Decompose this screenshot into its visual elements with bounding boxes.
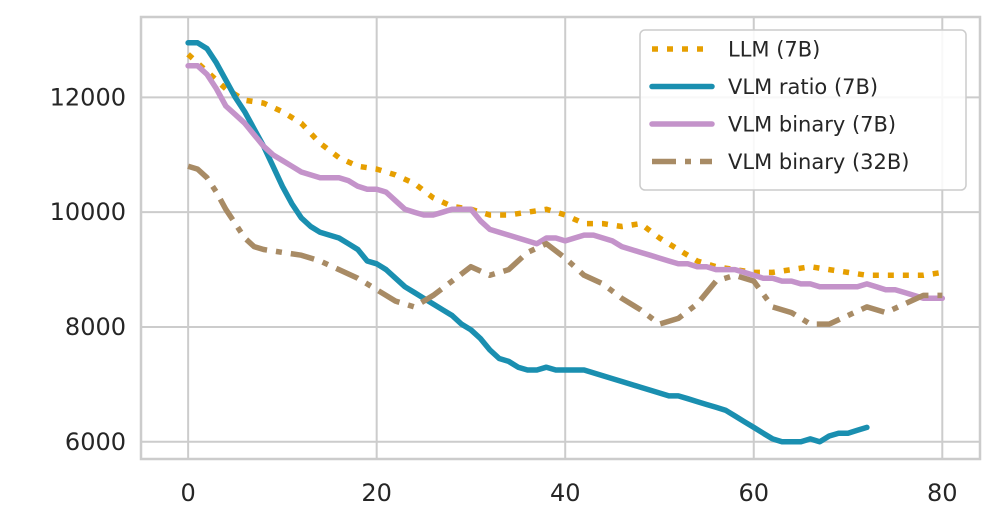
- series-line-vlm-binary-7b: [185, 63, 946, 302]
- series-line-llm-7b: [186, 52, 943, 279]
- y-tick-label: 12000: [50, 83, 126, 111]
- x-tick-label: 20: [361, 479, 392, 507]
- y-tick-label: 10000: [50, 198, 126, 226]
- x-axis-ticks: 0 20 40 60 80: [180, 479, 957, 507]
- legend-label-vlm-ratio-7b: VLM ratio (7B): [728, 75, 878, 99]
- x-tick-label: 80: [927, 479, 958, 507]
- legend: LLM (7B) VLM ratio (7B) VLM binary (7B) VLM…: [639, 29, 967, 191]
- y-axis-ticks: 6000 8000 10000 12000: [50, 83, 126, 455]
- series-line-vlm-ratio-7b: [185, 40, 870, 445]
- legend-label-vlm-binary-32b: VLM binary (32B): [728, 150, 909, 174]
- plot-frame: [139, 15, 982, 461]
- legend-label-vlm-binary-7b: VLM binary (7B): [728, 113, 896, 137]
- x-tick-label: 0: [180, 479, 195, 507]
- y-tick-label: 6000: [65, 428, 126, 456]
- x-tick-label: 60: [738, 479, 769, 507]
- series-lines: [185, 40, 946, 445]
- x-tick-label: 40: [550, 479, 581, 507]
- legend-box: [639, 29, 967, 191]
- series-line-vlm-binary-32b: [187, 163, 943, 327]
- y-tick-label: 8000: [65, 313, 126, 341]
- legend-label-llm-7b: LLM (7B): [728, 38, 820, 62]
